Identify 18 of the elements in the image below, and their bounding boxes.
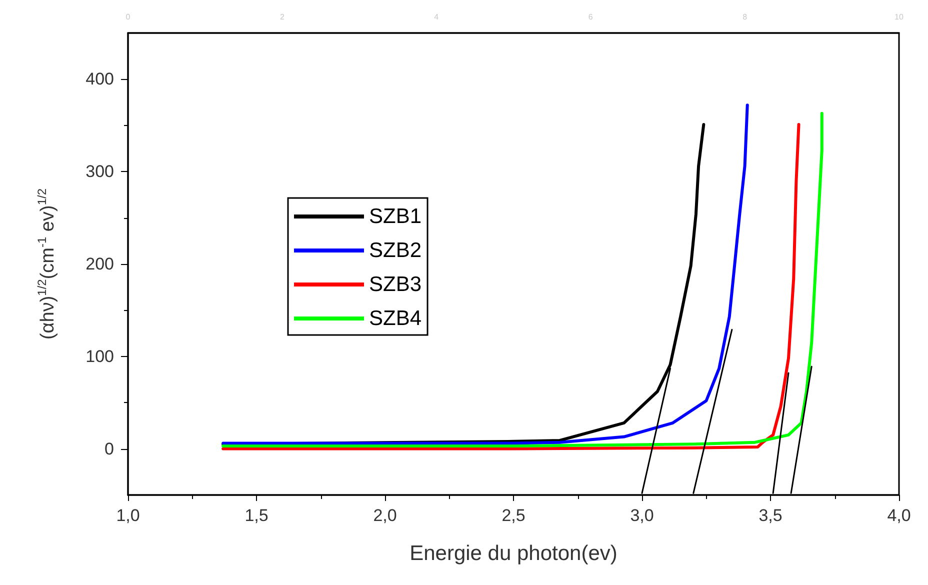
legend-label: SZB3 <box>369 273 422 296</box>
x-axis-title: Energie du photon(ev) <box>410 542 618 565</box>
y-axis-title: (αhν)1/2(cm-1 ev)1/2 <box>35 188 58 340</box>
y-tick-label: 100 <box>86 346 114 366</box>
y-tick-label: 200 <box>86 254 114 274</box>
x-tick-label: 2,5 <box>502 506 526 525</box>
y-tick-label: 400 <box>86 70 114 89</box>
x-tick-label: 3,0 <box>630 506 654 525</box>
x-tick-label: 2,0 <box>373 506 397 525</box>
y-tick-label: 300 <box>86 162 114 182</box>
x-tick-label: 1,0 <box>116 506 140 525</box>
x-tick-label: 4,0 <box>887 506 911 525</box>
y-tick-label: 0 <box>104 439 114 458</box>
legend-label: SZB4 <box>369 307 422 330</box>
x-tick-label: 1,5 <box>244 506 268 525</box>
legend-label: SZB2 <box>369 239 422 262</box>
x-tick-label: 3,5 <box>758 506 782 525</box>
legend-label: SZB1 <box>369 205 422 228</box>
